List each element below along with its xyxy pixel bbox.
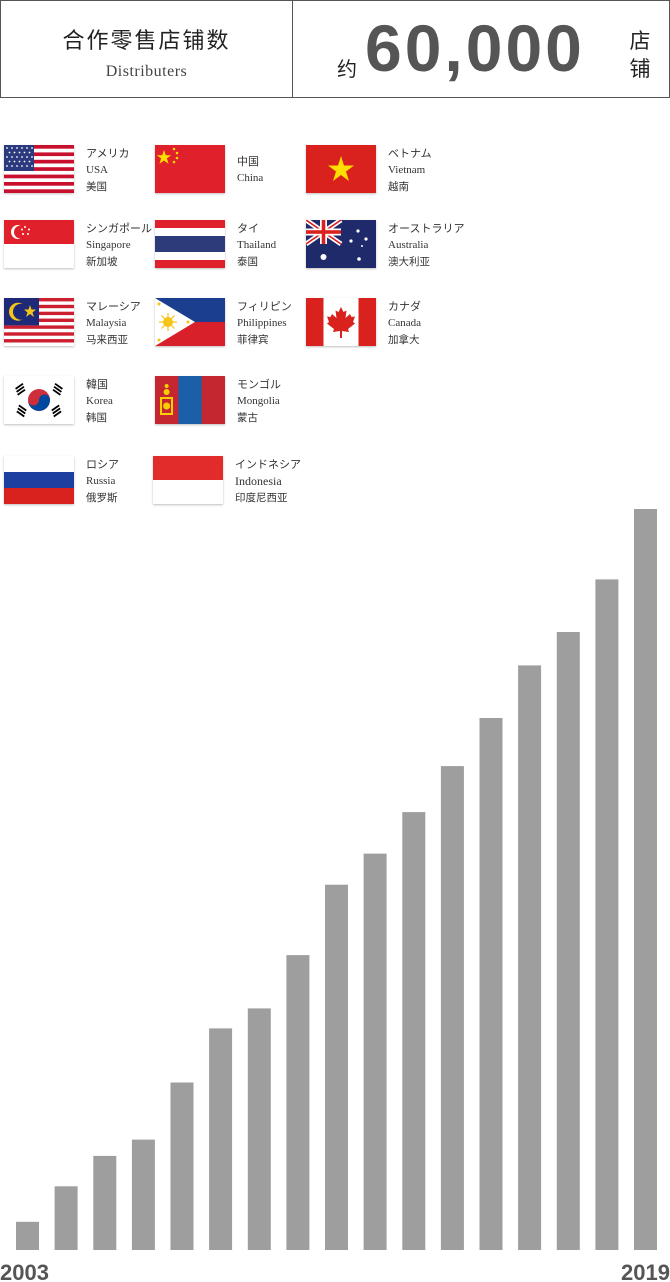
bar-2012 [363,853,387,1250]
country-jp-name: シンガポール [86,222,152,235]
thailand-flag [155,220,225,268]
country-cn-name: 马来西亚 [86,334,128,346]
country-cn-name: 印度尼西亚 [235,492,288,504]
country-jp-name: マレーシア [86,300,141,313]
country-cn-name: 蒙古 [237,412,258,424]
country-cn-name: 菲律宾 [237,334,269,346]
bar-2006 [131,1139,155,1250]
bar-2011 [325,884,348,1250]
bar-2015 [479,718,503,1250]
country-usa-labels: アメリカ USA 美国 [86,145,129,196]
bar-2003 [16,1221,39,1250]
country-en-name: Malaysia [86,317,127,329]
country-malaysia-labels: マレーシア Malaysia 马来西亚 [86,298,141,349]
header-count-cell: 约 60,000 店铺 [293,1,669,97]
country-en-name: Vietnam [388,164,426,176]
mongolia-flag [155,376,225,424]
country-cn-name: 加拿大 [388,334,420,346]
header-approx: 约 [337,57,357,81]
country-en-name: Mongolia [237,395,280,407]
header-unit: 店铺 [629,29,651,81]
country-cn-name: 韩国 [86,412,107,424]
singapore-flag [4,220,74,268]
malaysia-flag [4,298,74,346]
bar-2016 [518,665,542,1250]
usa-flag [4,145,74,193]
country-vietnam-labels: ベトナム Vietnam 越南 [388,145,432,196]
bar-2017 [556,632,580,1250]
country-jp-name: ロシア [86,458,119,471]
header-title: 合作零售店铺数 [62,29,231,54]
country-jp-name: インドネシア [235,458,301,471]
country-russia-labels: ロシア Russia 俄罗斯 [86,456,119,507]
russia-flag [4,456,74,504]
country-jp-name: 中国 [237,155,259,168]
bar-2010 [286,955,310,1250]
bar-series [16,509,657,1250]
country-cn-name: 越南 [388,181,409,193]
country-en-name: Indonesia [235,474,282,488]
country-jp-name: タイ [237,222,259,235]
header-count: 60,000 [365,11,585,85]
country-jp-name: 韓国 [86,378,108,391]
country-en-name: Australia [388,239,429,251]
vietnam-flag [306,145,376,193]
country-jp-name: アメリカ [86,147,130,160]
country-canada-labels: カナダ Canada 加拿大 [388,298,421,349]
header-title-cell: 合作零售店铺数 Distributers [1,1,293,97]
australia-flag [306,220,376,268]
bar-2004 [54,1186,78,1250]
country-philippines-labels: フィリピン Philippines 菲律宾 [237,298,292,349]
x-tick-label-end: 2019 [621,1260,670,1282]
bar-2018 [595,579,619,1250]
country-cn-name: 俄罗斯 [86,492,118,504]
country-en-name: Russia [86,475,116,487]
country-china-labels: 中国 China [237,153,263,187]
country-jp-name: オーストラリア [388,222,465,235]
bar-2014 [440,766,464,1250]
country-thailand-labels: タイ Thailand 泰国 [237,220,276,271]
country-en-name: Korea [86,395,113,407]
canada-flag [306,298,376,346]
country-en-name: China [237,172,264,184]
country-indonesia-labels: インドネシア Indonesia 印度尼西亚 [235,456,301,507]
country-singapore-labels: シンガポール Singapore 新加坡 [86,220,152,271]
country-cn-name: 美国 [86,181,107,193]
country-jp-name: カナダ [388,300,421,313]
country-en-name: Philippines [237,317,287,329]
korea-flag [4,376,74,424]
philippines-flag [155,298,225,346]
country-en-name: Canada [388,317,421,329]
country-jp-name: ベトナム [388,147,432,160]
header: 合作零售店铺数 Distributers 约 60,000 店铺 [0,0,670,98]
country-cn-name: 澳大利亚 [388,256,430,268]
bar-2019 [634,509,657,1250]
bar-2008 [209,1028,233,1250]
bar-2009 [247,1008,271,1250]
country-en-name: USA [86,164,109,176]
indonesia-flag [153,456,223,504]
country-jp-name: フィリピン [237,300,292,313]
x-tick-label-start: 2003 [0,1260,49,1282]
china-flag [155,145,225,193]
country-jp-name: モンゴル [237,378,281,391]
bar-2005 [93,1155,117,1250]
country-en-name: Singapore [86,239,131,251]
country-cn-name: 泰国 [237,256,258,268]
country-australia-labels: オーストラリア Australia 澳大利亚 [388,220,464,271]
header-subtitle: Distributers [105,63,188,80]
bar-2013 [402,812,426,1250]
country-cn-name: 新加坡 [86,256,118,268]
country-mongolia-labels: モンゴル Mongolia 蒙古 [237,376,281,427]
country-korea-labels: 韓国 Korea 韩国 [86,376,113,427]
country-en-name: Thailand [237,239,277,251]
bar-2007 [170,1082,194,1250]
distributor-growth-chart: 2003 2019 [0,509,670,1282]
